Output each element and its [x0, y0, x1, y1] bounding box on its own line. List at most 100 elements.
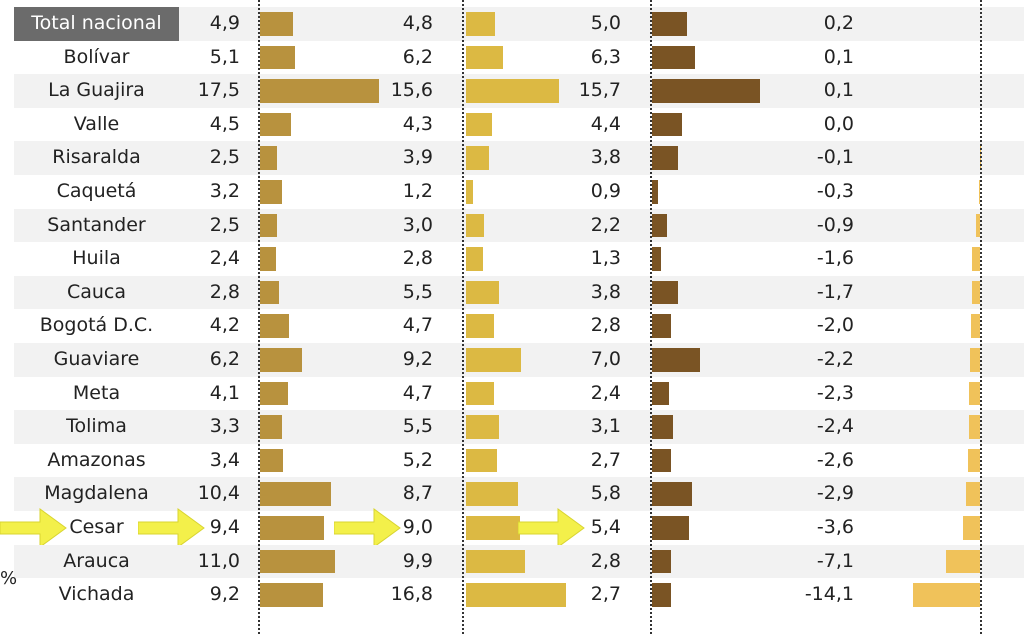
- region-label: Amazonas: [47, 448, 146, 471]
- value-label-col4: -2,6: [816, 448, 854, 471]
- value-label-col1: 3,4: [209, 448, 240, 471]
- bar-col2: [466, 448, 497, 473]
- value-label-col4: -2,4: [816, 415, 854, 438]
- value-label-col2: 5,2: [402, 448, 433, 471]
- region-label: Cauca: [66, 280, 127, 303]
- value-label-col4: 0,0: [823, 112, 854, 135]
- value-label-col2: 8,7: [402, 482, 433, 505]
- value-label-col1: 2,5: [209, 146, 240, 169]
- bar-col1: [260, 583, 323, 607]
- bar-col2: [466, 12, 495, 36]
- bar-col2: [466, 314, 494, 338]
- region-label: Total nacional: [14, 7, 179, 41]
- value-label-col4: -2,0: [816, 314, 854, 337]
- region-label: Risaralda: [52, 146, 141, 169]
- bar-col3: [652, 247, 661, 271]
- value-label-col3: 2,7: [590, 448, 621, 471]
- value-label-col1: 4,1: [209, 381, 240, 404]
- value-label-col1: 3,2: [209, 180, 240, 202]
- bar-col4: [969, 348, 980, 372]
- value-label-col2: 4,8: [402, 12, 433, 34]
- value-label-col1: 17,5: [197, 79, 240, 102]
- value-label-col1: 9,4: [209, 516, 240, 538]
- value-label-col2: 4,3: [402, 112, 433, 135]
- bar-col3: [652, 280, 679, 305]
- bar-col3: [652, 314, 672, 338]
- bar-col1: [260, 381, 288, 406]
- bar-col3: [652, 45, 696, 70]
- bar-col1: [260, 112, 291, 137]
- bar-col2: [466, 112, 492, 137]
- bar-col1: [260, 213, 277, 238]
- bar-col3: [652, 146, 679, 170]
- bar-col3: [652, 180, 659, 204]
- region-label: Vichada: [58, 583, 135, 606]
- bar-col4: [962, 516, 980, 540]
- value-label-col4: -2,2: [816, 348, 854, 370]
- bar-col4: [966, 482, 980, 506]
- region-label: Arauca: [63, 549, 130, 572]
- value-label-col2: 3,9: [402, 146, 433, 169]
- value-label-col3: 7,0: [590, 348, 621, 370]
- bar-col3: [652, 549, 672, 574]
- table-row-band: [14, 477, 1024, 511]
- bar-col3: [652, 448, 671, 473]
- bar-col1: [260, 45, 295, 70]
- region-label: La Guajira: [48, 79, 145, 102]
- value-label-col3: 2,8: [590, 314, 621, 337]
- value-label-col1: 6,2: [209, 348, 240, 370]
- value-label-col2: 6,2: [402, 45, 433, 68]
- region-label: Huila: [72, 247, 121, 270]
- value-label-col1: 2,4: [209, 247, 240, 270]
- value-label-col2: 2,8: [402, 247, 433, 270]
- region-label: Guaviare: [53, 348, 140, 370]
- value-label-col3: 2,7: [590, 583, 621, 606]
- bar-col1: [260, 516, 324, 540]
- bar-col1: [260, 348, 303, 372]
- value-label-col1: 3,3: [209, 415, 240, 438]
- bar-col2: [466, 549, 525, 574]
- value-label-col2: 3,0: [402, 213, 433, 236]
- value-label-col4: -1,6: [816, 247, 854, 270]
- value-label-col1: 10,4: [197, 482, 240, 505]
- region-label: Bogotá D.C.: [39, 314, 154, 337]
- bar-col2: [466, 146, 490, 170]
- value-label-col4: 0,2: [823, 12, 854, 34]
- bar-col2: [466, 415, 499, 439]
- bar-col2: [466, 79, 559, 103]
- value-label-col2: 9,0: [402, 516, 433, 538]
- value-label-col2: 1,2: [402, 180, 433, 202]
- table-row-band: [14, 141, 1024, 175]
- bar-col3: [652, 583, 671, 607]
- region-label: Tolima: [66, 415, 127, 438]
- value-label-col1: 4,9: [209, 12, 240, 34]
- bar-col3: [652, 213, 668, 238]
- value-label-col3: 3,8: [590, 146, 621, 169]
- bar-col1: [260, 549, 335, 574]
- value-label-col3: 4,4: [590, 112, 621, 135]
- column-divider: [258, 0, 260, 634]
- value-label-col1: 5,1: [209, 45, 240, 68]
- region-label: Magdalena: [44, 482, 149, 505]
- value-label-col2: 9,2: [402, 348, 433, 370]
- table-row-band: [14, 410, 1024, 444]
- bar-col3: [652, 516, 690, 540]
- bar-col4: [978, 180, 980, 204]
- value-label-col1: 4,2: [209, 314, 240, 337]
- yellow-arrow-icon: [138, 508, 205, 548]
- column-divider: [650, 0, 652, 634]
- value-label-col4: -1,7: [816, 280, 854, 303]
- value-label-col4: -0,3: [816, 180, 854, 202]
- bar-col2: [466, 482, 518, 506]
- value-label-col2: 15,6: [390, 79, 433, 102]
- edge-glyph: %: [0, 568, 18, 589]
- value-label-col4: -7,1: [816, 549, 854, 572]
- bar-col4: [972, 247, 980, 271]
- bar-col1: [260, 482, 331, 506]
- value-label-col4: -0,9: [816, 213, 854, 236]
- value-label-col4: -2,3: [816, 381, 854, 404]
- bar-col1: [260, 314, 289, 338]
- bar-col4: [946, 549, 980, 574]
- value-label-col1: 11,0: [197, 549, 240, 572]
